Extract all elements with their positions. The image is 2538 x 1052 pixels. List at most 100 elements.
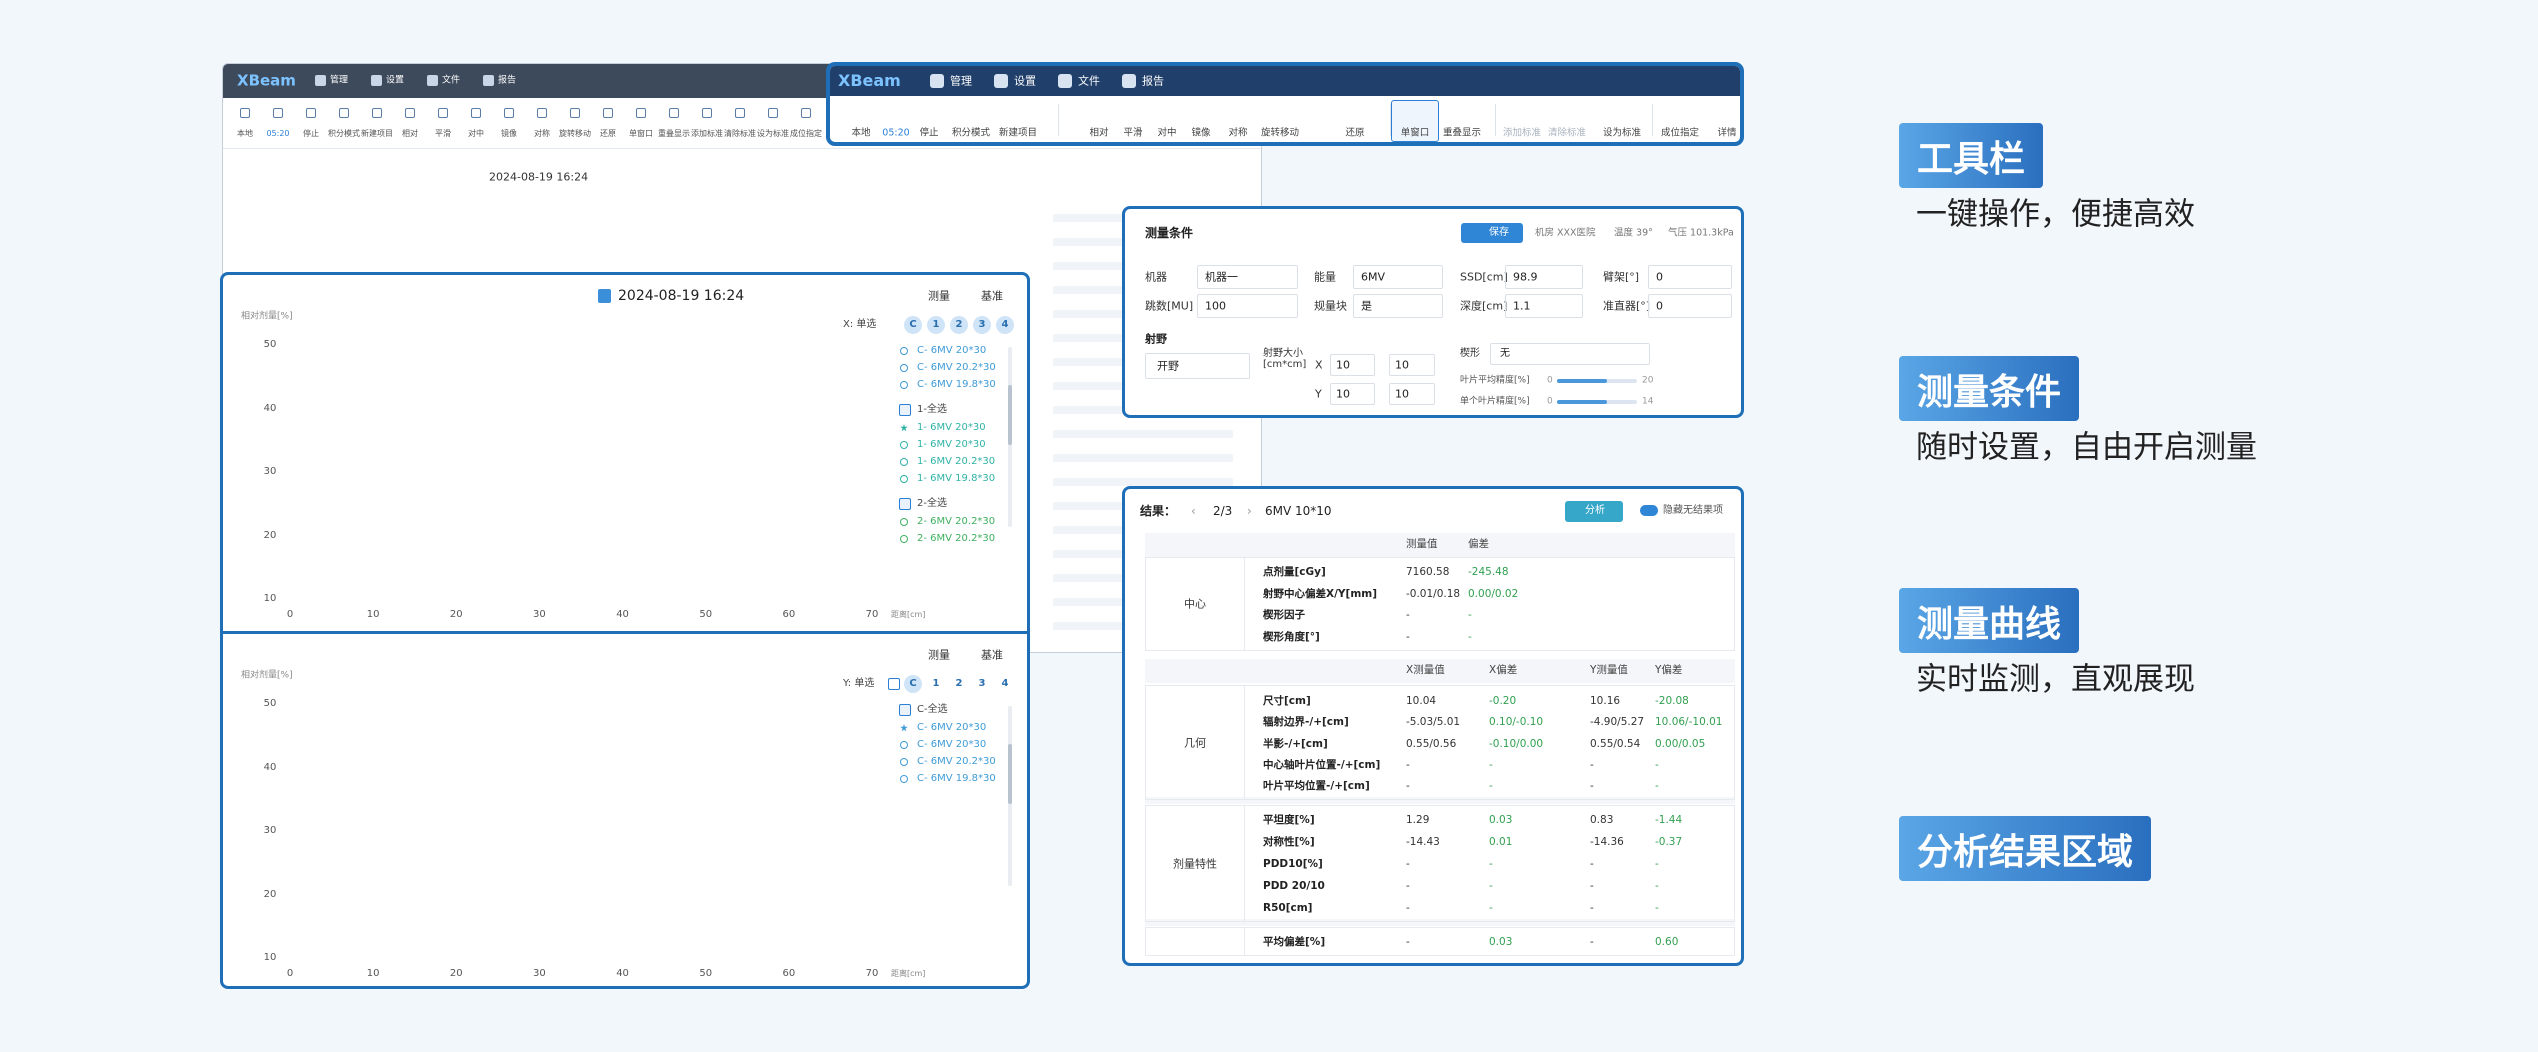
circle-marker	[900, 458, 908, 466]
callout-badge: 工具栏	[1899, 123, 2044, 188]
tool-icon	[636, 108, 646, 118]
slider-label: 叶片平均精度[%]	[1460, 375, 1530, 386]
field-input	[1353, 265, 1443, 289]
tool-label: 相对	[1089, 127, 1109, 139]
slider-min: 0	[1547, 396, 1553, 407]
label-column	[1145, 927, 1245, 956]
legend-item: 测量	[928, 289, 950, 303]
tool-label: 重叠显示	[658, 129, 690, 138]
tool-icon	[603, 108, 613, 118]
column-header: Y偏差	[1655, 663, 1683, 676]
series-item: C- 6MV 20*30	[917, 739, 987, 750]
cell: -	[1655, 879, 1659, 892]
field-input	[1353, 294, 1443, 318]
x-tick-label: 50	[699, 968, 713, 979]
slider-fill	[1557, 379, 1607, 383]
tool-icon	[339, 108, 349, 118]
field-label: 规量块	[1314, 299, 1347, 313]
circle-marker	[900, 441, 908, 449]
tool-icon	[504, 108, 514, 118]
channel-dot	[996, 316, 1014, 334]
row-label: PDD 20/10	[1263, 879, 1325, 892]
cell: -	[1590, 758, 1594, 771]
field-label: 深度[cm]	[1460, 299, 1508, 313]
tool-label: 积分模式	[951, 127, 991, 139]
title-bar	[830, 66, 1740, 96]
tool-icon	[801, 108, 811, 118]
series-item: C- 6MV 20*30	[917, 722, 987, 733]
row-label: 半影-/+[cm]	[1263, 737, 1328, 750]
row-label: 辐射边界-/+[cm]	[1263, 716, 1349, 729]
row-label: 平坦度[%]	[1263, 813, 1315, 826]
hide-label: 隐藏无结果项	[1663, 505, 1723, 516]
tool-label: 重叠显示	[1442, 127, 1482, 139]
toolbar-window: XBeam 管理 设置 文件 报告 本地 05:20 停止 积分模式 新建项目 相对 平滑 对中 镜像 对称…	[826, 62, 1744, 146]
brand: XBeam	[237, 71, 296, 90]
y-tick-label: 10	[263, 593, 277, 604]
menu-item: 设置	[1014, 74, 1036, 88]
group-name: 2-全选	[917, 498, 947, 509]
circle-marker	[900, 775, 908, 783]
row-label: PDD10[%]	[1263, 857, 1323, 870]
menu-icon	[1058, 74, 1072, 88]
tool-icon	[669, 108, 679, 118]
channel-dot	[904, 316, 922, 334]
tool-label: 对称	[1228, 127, 1248, 139]
cell: -	[1468, 608, 1472, 621]
channel-dot	[973, 316, 991, 334]
slider-label: 单个叶片精度[%]	[1460, 396, 1530, 407]
label-column	[1145, 557, 1245, 651]
column-header: Y测量值	[1590, 663, 1628, 676]
cell: -14.43	[1406, 835, 1440, 848]
x-tick-label: 10	[366, 968, 380, 979]
x-axis-label: 距离[cm]	[891, 610, 926, 619]
field-value: 0	[1656, 299, 1663, 313]
group-name: C-全选	[917, 704, 948, 715]
cell: 10.04	[1406, 694, 1437, 707]
series-item: C- 6MV 20*30	[917, 345, 987, 356]
row-label: 叶片平均位置-/+[cm]	[1263, 779, 1370, 792]
beam: 6MV 10*10	[1265, 504, 1332, 518]
chart-title: 2024-08-19 16:24	[618, 288, 745, 304]
cell: 0.01	[1489, 835, 1513, 848]
active-tool	[1391, 100, 1439, 142]
cell: -	[1406, 879, 1410, 892]
x-tick-label: 20	[449, 968, 463, 979]
size-input	[1389, 383, 1435, 405]
axis-label: Y	[1315, 387, 1322, 401]
axis-label: X	[1315, 358, 1323, 372]
row-label: 中心轴叶片位置-/+[cm]	[1263, 758, 1381, 771]
row-label: 楔形因子	[1263, 608, 1305, 621]
channel: 2	[955, 319, 963, 330]
field-input	[1505, 294, 1583, 318]
cell: -0.37	[1655, 835, 1683, 848]
field-label: 跳数[MU]	[1145, 299, 1194, 313]
chart2-window: 测量 基准 相对剂量[%] 50 40 30 20 10 0 10 20 30 40 50 60 70 距离[c…	[220, 631, 1030, 989]
scroll-thumb	[1008, 744, 1012, 804]
conditions-panel: 测量条件 保存 机房 XXX医院 温度 39° 气压 101.3kPa 机器 机器一 能量 6M…	[1122, 206, 1744, 418]
circle-marker	[900, 535, 908, 543]
tool-label: 详情	[1717, 127, 1737, 139]
placeholder-row	[1053, 478, 1233, 486]
tool-label: 添加标准	[691, 129, 723, 138]
section-border	[1145, 557, 1735, 651]
size-input	[1389, 354, 1435, 376]
field-value: 1.1	[1513, 299, 1531, 313]
group-checkbox	[899, 704, 911, 716]
row-label: 楔形角度[°]	[1263, 630, 1320, 643]
channel: 2	[955, 678, 963, 689]
y-tick-label: 50	[263, 339, 277, 350]
cell: -	[1590, 779, 1594, 792]
section-name: 中心	[1184, 597, 1206, 611]
cell: -1.44	[1655, 813, 1683, 826]
cell: 7160.58	[1406, 565, 1450, 578]
x-tick-label: 30	[533, 968, 546, 979]
cell: -	[1468, 630, 1472, 643]
tool-label: 清除标准	[724, 129, 756, 138]
channel: 4	[1001, 319, 1009, 330]
circle-marker	[900, 364, 908, 372]
tool-label: 还原	[1345, 127, 1365, 139]
size-input	[1330, 383, 1375, 405]
group-checkbox	[899, 404, 911, 416]
panel-title: 测量条件	[1145, 226, 1194, 240]
